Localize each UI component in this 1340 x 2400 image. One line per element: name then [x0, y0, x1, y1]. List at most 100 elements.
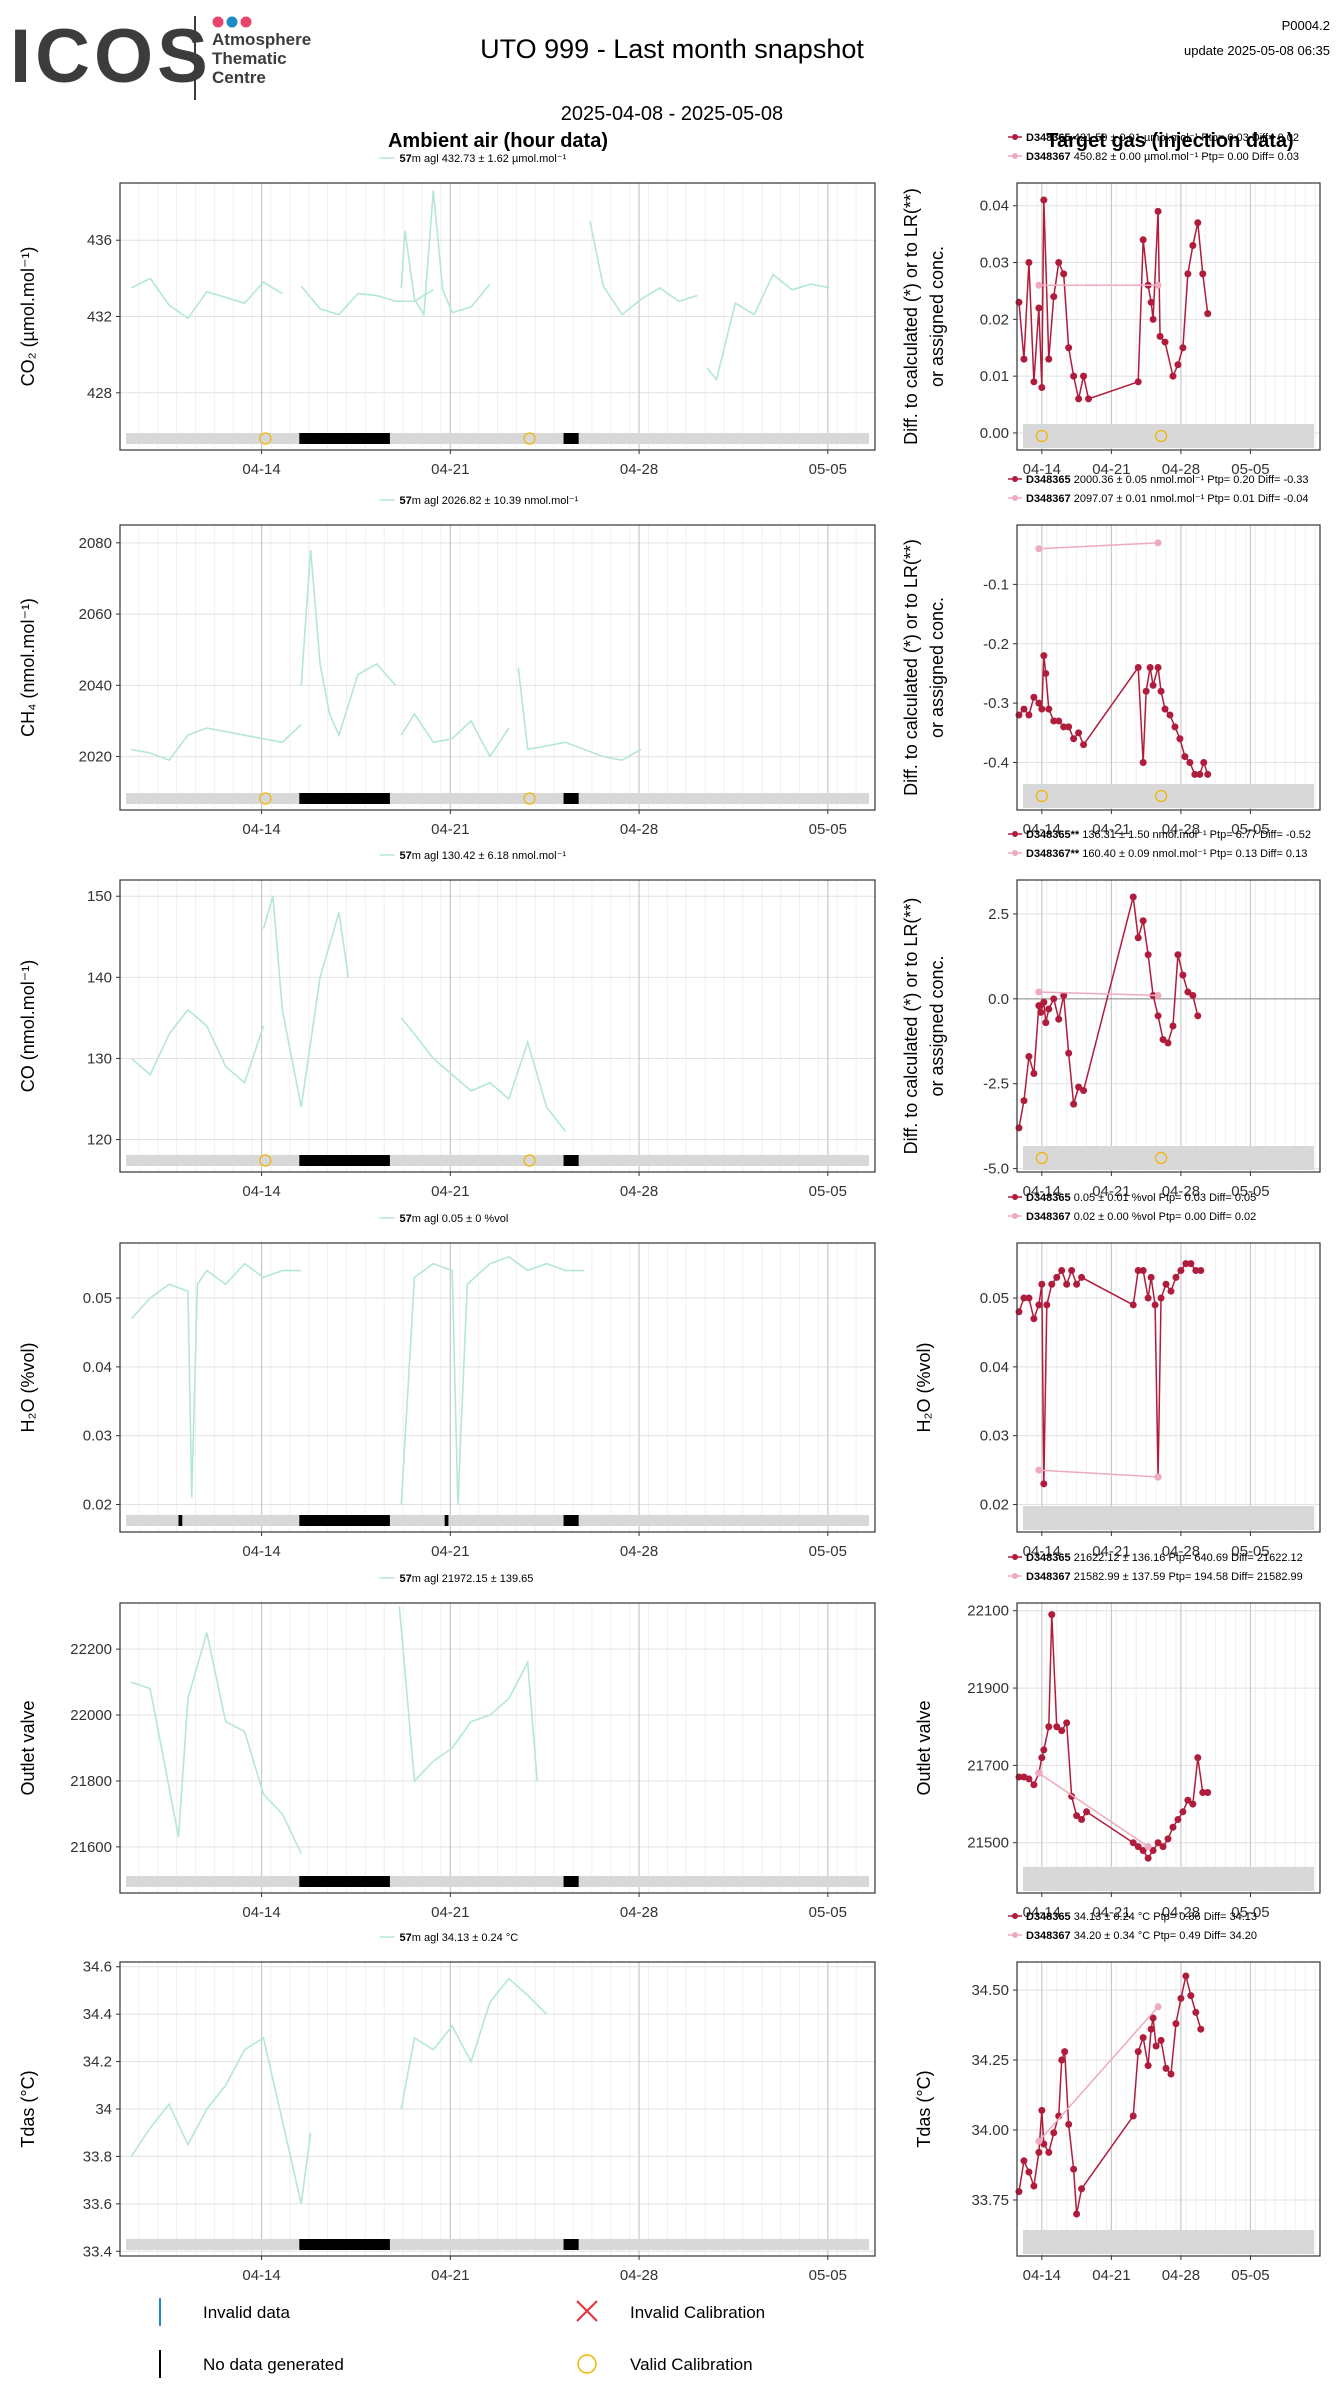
target-series-point — [1025, 711, 1033, 719]
ambient-series-line — [589, 220, 698, 316]
logo-dot — [240, 16, 252, 28]
target-series-point — [1030, 693, 1038, 701]
target-series-point — [1030, 1315, 1038, 1323]
target-series-point — [1134, 2048, 1142, 2056]
no-data-block — [299, 793, 390, 804]
ambient-series-line — [400, 1977, 548, 2110]
flag-band — [1023, 784, 1314, 808]
target-series-point — [1073, 1812, 1081, 1820]
target-series-point — [1083, 1808, 1091, 1816]
y-tick-label: 0.01 — [980, 368, 1009, 385]
x-tick-label: 04-21 — [1092, 2267, 1130, 2284]
target-series-point — [1038, 384, 1046, 392]
target-series-point — [1162, 1280, 1170, 1288]
x-tick-label: 04-28 — [1162, 1543, 1200, 1560]
valid-calibration-marker — [259, 1154, 272, 1167]
target-series-point — [1167, 1287, 1175, 1295]
y-tick-label: 33.8 — [83, 2148, 112, 2165]
target-series-point — [1204, 1788, 1212, 1796]
x-tick-label: 04-28 — [1162, 821, 1200, 838]
target-series-point — [1040, 1746, 1048, 1754]
y-tick-label: 22000 — [70, 1707, 112, 1724]
target-series-point — [1025, 1775, 1033, 1783]
ambient-series-line — [130, 2036, 312, 2205]
target-series-point — [1194, 1754, 1202, 1762]
target-series-point — [1040, 196, 1048, 204]
x-tick-label: 04-21 — [431, 821, 469, 838]
target-series-point — [1181, 753, 1189, 761]
target-series-line — [1038, 542, 1159, 550]
x-tick-label: 04-14 — [1023, 1183, 1061, 1200]
target-series-point — [1177, 1267, 1185, 1275]
y-tick-label: 21800 — [70, 1773, 112, 1790]
ambient-series-line — [517, 667, 642, 761]
no-data-block — [563, 793, 579, 804]
target-series-point — [1171, 723, 1179, 731]
flag-band — [1023, 1867, 1314, 1891]
valid-calibration-marker — [1154, 789, 1168, 803]
legend-swatch — [1012, 153, 1018, 159]
y-tick-label: 150 — [87, 888, 112, 905]
x-tick-label: 04-21 — [431, 461, 469, 478]
legend-swatch — [1012, 1194, 1018, 1200]
right-chart-2: -0.4 -0.3 -0.2 -0.1 04-14 04-21 04-28 05-05 Diff… — [901, 474, 1321, 838]
target-series-point — [1129, 2112, 1137, 2120]
target-series-point — [1035, 2148, 1043, 2156]
target-series-point — [1045, 355, 1053, 363]
target-heading: Target gas (injection data) — [1046, 130, 1293, 152]
target-series-point — [1161, 338, 1169, 346]
legend-swatch — [1012, 831, 1018, 837]
target-series-point — [1035, 1466, 1043, 1474]
y-tick-label: 0.02 — [83, 1496, 112, 1513]
target-series-point — [1154, 2003, 1162, 2011]
target-series-point — [1169, 1823, 1177, 1831]
target-series-line — [1038, 1469, 1159, 1478]
target-series-point — [1144, 1854, 1152, 1862]
legend-invalid-data: Invalid data — [203, 2303, 290, 2322]
ambient-series-line — [400, 712, 510, 759]
target-series-point — [1200, 759, 1208, 766]
target-series-point — [1025, 1053, 1033, 1061]
target-series-point — [1063, 1280, 1071, 1288]
valid-calibration-marker — [523, 1154, 536, 1167]
target-series-point — [1053, 1273, 1061, 1281]
x-tick-label: 04-21 — [431, 1543, 469, 1560]
target-series-point — [1035, 1769, 1043, 1777]
target-series-point — [1025, 2168, 1033, 2176]
target-series-point — [1040, 652, 1048, 660]
ambient-series-line — [706, 273, 830, 382]
y-tick-label: 34.2 — [83, 2054, 112, 2071]
target-series-point — [1204, 310, 1212, 318]
target-series-point — [1065, 344, 1073, 352]
target-series-point — [1149, 315, 1157, 323]
target-series-point — [1134, 1843, 1142, 1851]
target-series-point — [1040, 998, 1048, 1006]
target-series-point — [1154, 1839, 1162, 1847]
left-chart-5: 21600 21800 22000 22200 04-14 04-21 04-28 05-05… — [18, 1573, 876, 1921]
y-tick-label: 0.05 — [83, 1290, 112, 1307]
target-series-point — [1159, 1036, 1167, 1044]
target-series-point — [1050, 995, 1058, 1003]
legend-text: 57m agl 34.13 ± 0.24 °C — [400, 1932, 519, 1944]
target-series-point — [1179, 344, 1187, 352]
no-data-block — [299, 1515, 390, 1526]
legend-text: D348365** 136.31 ± 1.50 nmol.mol⁻¹ Ptp= … — [1026, 829, 1311, 841]
target-series-point — [1035, 699, 1043, 707]
target-series-point — [1189, 241, 1197, 249]
y-axis-label: Diff. to calculated (*) or to LR(**) — [901, 898, 921, 1155]
target-series-point — [1038, 705, 1046, 713]
legend-text: 57m agl 21972.15 ± 139.65 — [400, 1573, 534, 1585]
target-series-point — [1164, 1039, 1172, 1047]
target-series-point — [1075, 729, 1083, 737]
target-series-point — [1152, 2042, 1160, 2050]
target-series-point — [1196, 770, 1204, 778]
ambient-series-line — [300, 549, 397, 738]
x-tick-label: 05-05 — [1231, 821, 1269, 838]
target-series-point — [1038, 2106, 1046, 2114]
target-series-point — [1060, 991, 1068, 999]
target-series-point — [1058, 1267, 1066, 1275]
target-series-point — [1058, 2056, 1066, 2064]
target-series-point — [1179, 971, 1187, 979]
y-tick-label: -0.1 — [983, 576, 1009, 593]
y-tick-label: 428 — [87, 385, 112, 402]
